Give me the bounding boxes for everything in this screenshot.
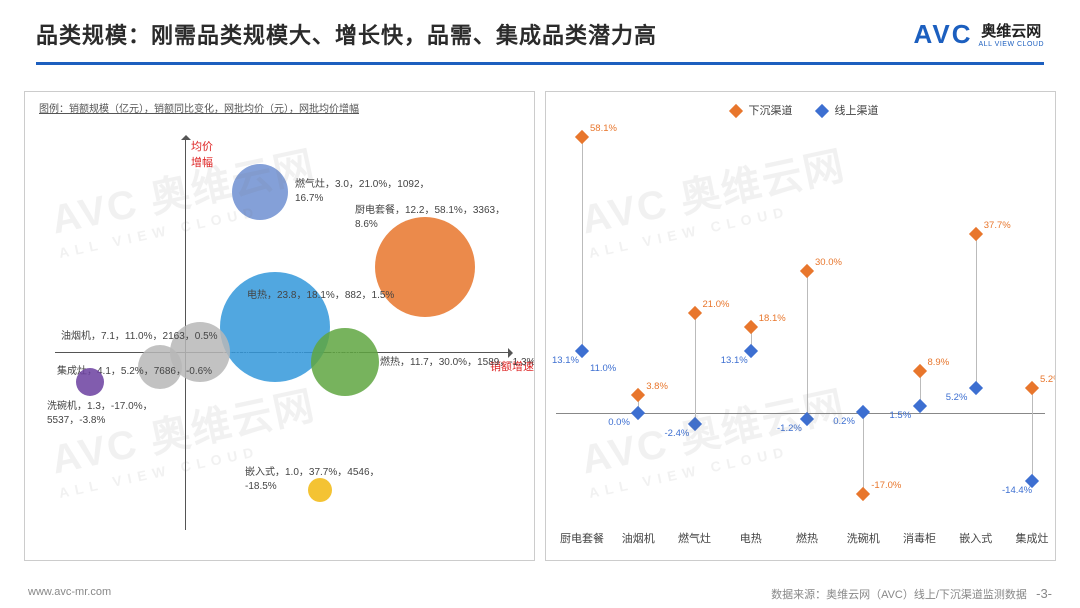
category-label: 嵌入式 bbox=[949, 530, 1003, 546]
dumbbell-plot-area: 58.1%13.1%11.0%厨电套餐 3.8%0.0%油烟机 21.0%-2.4%… bbox=[556, 128, 1045, 524]
bubble-label: 燃气灶，3.0，21.0%，1092， 16.7% bbox=[295, 178, 430, 205]
bubble-label: 油烟机，7.1，11.0%，2163，0.5% bbox=[61, 330, 218, 344]
charts-row: 2023M1-9厨卫大电各品类下沉市场销额规模 图例：销额规模（亿元），销额同比… bbox=[0, 91, 1080, 561]
bubble-label: 洗碗机，1.3，-17.0%， 5537，-3.8% bbox=[47, 400, 153, 427]
bubble-燃热 bbox=[311, 328, 379, 396]
category-label: 燃气灶 bbox=[668, 530, 722, 546]
series-燃气灶: 21.0%-2.4%燃气灶 bbox=[695, 128, 696, 524]
category-label: 电热 bbox=[724, 530, 778, 546]
series-消毒柜: 8.9%1.5%消毒柜 bbox=[920, 128, 921, 524]
logo-cn: 奥维云网 bbox=[981, 20, 1041, 41]
dumbbell-chart: 2023M1-9厨卫下沉渠道分品类销额同比表现 下沉渠道线上渠道 58.1%13… bbox=[545, 91, 1056, 561]
series-电热: 18.1%13.1%电热 bbox=[751, 128, 752, 524]
category-label: 厨电套餐 bbox=[555, 530, 609, 546]
header: 品类规模：刚需品类规模大、增长快，品需、集成品类潜力高 AVC 奥维云网 ALL… bbox=[0, 0, 1080, 58]
bubble-label: 嵌入式，1.0，37.7%，4546， -18.5% bbox=[245, 466, 380, 493]
bubble-label: 厨电套餐，12.2，58.1%，3363， 8.6% bbox=[355, 204, 505, 231]
series-燃热: 30.0%-1.2%燃热 bbox=[807, 128, 808, 524]
series-集成灶: 5.2%-14.4%集成灶 bbox=[1032, 128, 1033, 524]
series-厨电套餐: 58.1%13.1%11.0%厨电套餐 bbox=[582, 128, 583, 524]
bubble-plot-area: 均价 增幅销额增速10.0%20.0%30.0%燃气灶，3.0，21.0%，10… bbox=[25, 92, 534, 560]
category-label: 集成灶 bbox=[1005, 530, 1056, 546]
series-油烟机: 3.8%0.0%油烟机 bbox=[638, 128, 639, 524]
logo-letters: AVC bbox=[914, 19, 973, 50]
series-嵌入式: 37.7%5.2%嵌入式 bbox=[976, 128, 977, 524]
dumbbell-legend: 下沉渠道线上渠道 bbox=[546, 98, 1055, 118]
category-label: 消毒柜 bbox=[893, 530, 947, 546]
bubble-label: 燃热，11.7，30.0%，1589，-1.3% bbox=[380, 356, 535, 370]
footer: www.avc-mr.com 数据来源：奥维云网（AVC）线上/下沉渠道监测数据… bbox=[0, 586, 1080, 602]
report-slide: 品类规模：刚需品类规模大、增长快，品需、集成品类潜力高 AVC 奥维云网 ALL… bbox=[0, 0, 1080, 608]
bubble-label: 电热，23.8，18.1%，882，1.5% bbox=[247, 289, 394, 303]
category-label: 洗碗机 bbox=[836, 530, 890, 546]
page-title: 品类规模：刚需品类规模大、增长快，品需、集成品类潜力高 bbox=[36, 18, 657, 50]
bubble-燃气灶 bbox=[232, 164, 288, 220]
page-number: -3- bbox=[1036, 586, 1052, 601]
bubble-洗碗机 bbox=[76, 368, 104, 396]
category-label: 油烟机 bbox=[611, 530, 665, 546]
series-洗碗机: -17.0%0.2%洗碗机 bbox=[863, 128, 864, 524]
brand-logo: AVC 奥维云网 ALL VIEW CLOUD bbox=[914, 19, 1044, 50]
category-label: 燃热 bbox=[780, 530, 834, 546]
header-rule bbox=[36, 62, 1044, 65]
footer-source: 数据来源：奥维云网（AVC）线上/下沉渠道监测数据 bbox=[771, 589, 1027, 601]
footer-url: www.avc-mr.com bbox=[28, 586, 111, 602]
logo-en: ALL VIEW CLOUD bbox=[979, 41, 1044, 48]
bubble-chart: 2023M1-9厨卫大电各品类下沉市场销额规模 图例：销额规模（亿元），销额同比… bbox=[24, 91, 535, 561]
